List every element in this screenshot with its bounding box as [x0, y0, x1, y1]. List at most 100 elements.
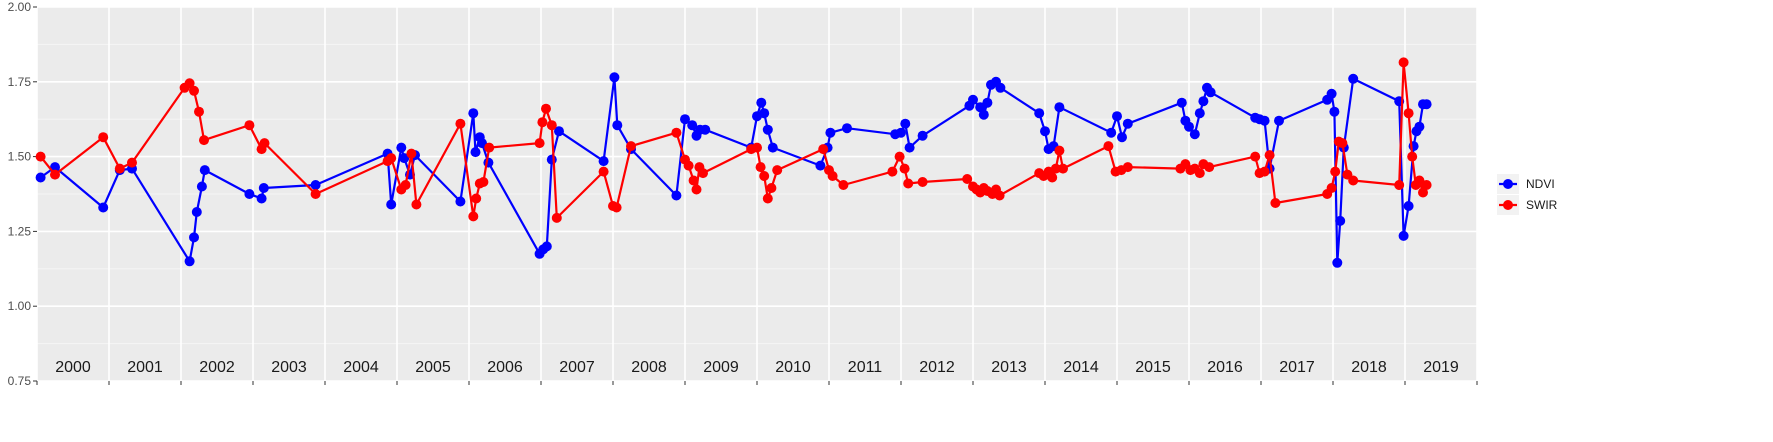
data-point-ndvi	[687, 120, 698, 131]
year-label: 2019	[1423, 359, 1459, 376]
data-point-ndvi	[541, 241, 552, 252]
year-label: 2013	[991, 359, 1027, 376]
data-point-swir	[626, 141, 636, 152]
data-point-ndvi	[1205, 87, 1216, 98]
data-point-ndvi	[196, 181, 207, 192]
data-point-ndvi	[50, 162, 60, 173]
year-label: 2018	[1351, 359, 1387, 376]
data-point-ndvi	[455, 196, 466, 207]
data-point-swir	[827, 171, 838, 181]
data-point-swir	[455, 118, 466, 129]
data-point-ndvi	[477, 138, 487, 149]
data-point-swir	[838, 180, 849, 190]
data-point-swir	[534, 138, 545, 149]
data-point-ndvi	[917, 130, 928, 141]
data-point-ndvi	[310, 180, 321, 190]
year-label: 2011	[848, 359, 883, 376]
data-point-swir	[1194, 168, 1205, 179]
y-tick-label: 1.25	[8, 224, 32, 238]
data-point-ndvi	[978, 109, 989, 120]
data-point-swir	[688, 175, 699, 186]
data-point-swir	[994, 190, 1005, 201]
data-point-ndvi	[1332, 257, 1343, 268]
data-point-ndvi	[256, 193, 267, 204]
y-tick-label: 2.00	[8, 0, 32, 14]
data-point-ndvi	[483, 157, 494, 168]
data-point-ndvi	[896, 127, 906, 138]
data-point-ndvi	[189, 232, 199, 243]
data-point-swir	[127, 157, 137, 168]
data-point-swir	[259, 138, 270, 149]
data-point-ndvi	[1117, 132, 1127, 143]
data-point-ndvi	[1398, 230, 1409, 241]
data-point-swir	[310, 189, 321, 199]
data-point-ndvi	[258, 183, 269, 193]
data-point-swir	[759, 171, 770, 181]
legend-item-swir: SWIR	[1497, 195, 1558, 215]
data-point-ndvi	[1176, 97, 1187, 108]
data-point-swir	[683, 160, 694, 171]
data-point-ndvi	[700, 124, 711, 135]
data-point-swir	[1418, 187, 1428, 198]
data-point-ndvi	[244, 189, 255, 199]
year-label: 2008	[631, 359, 667, 376]
year-label: 2002	[199, 359, 235, 376]
series-layer	[35, 57, 1432, 268]
legend: NDVI SWIR	[1497, 174, 1558, 215]
year-label: 2009	[703, 359, 739, 376]
data-point-ndvi	[1274, 115, 1284, 126]
data-point-swir	[818, 144, 829, 155]
data-point-ndvi	[900, 118, 911, 129]
data-point-ndvi	[1112, 111, 1122, 122]
year-labels: 2000 2001 2002 2003 2004 2005 2006 2007 2008 2009…	[55, 359, 1459, 376]
data-point-ndvi	[1054, 102, 1065, 113]
data-point-swir	[1270, 198, 1281, 208]
data-point-swir	[50, 169, 60, 180]
data-point-ndvi	[554, 126, 564, 137]
data-point-ndvi	[184, 256, 195, 267]
data-point-swir	[1326, 183, 1337, 193]
data-point-swir	[1337, 138, 1348, 149]
data-point-swir	[1407, 151, 1418, 162]
data-point-swir	[903, 178, 914, 189]
data-point-ndvi	[975, 102, 986, 113]
y-tick-label: 0.75	[8, 374, 32, 388]
data-point-swir	[1204, 162, 1215, 173]
data-point-ndvi	[470, 147, 481, 158]
data-point-ndvi	[1403, 201, 1414, 211]
data-point-ndvi	[1034, 108, 1045, 119]
data-point-swir	[1330, 166, 1341, 177]
data-point-swir	[1103, 141, 1114, 152]
data-point-ndvi	[1040, 126, 1050, 137]
data-point-swir	[1398, 57, 1409, 68]
data-point-swir	[917, 177, 928, 187]
data-point-ndvi	[1421, 99, 1432, 110]
data-point-ndvi	[396, 142, 407, 153]
data-point-swir	[766, 183, 777, 193]
data-point-swir	[184, 78, 195, 89]
data-point-ndvi	[199, 165, 210, 176]
legend-item-ndvi: NDVI	[1497, 174, 1555, 194]
data-point-ndvi	[759, 108, 770, 119]
year-label: 2010	[775, 359, 811, 376]
data-point-ndvi	[756, 97, 767, 108]
data-point-swir	[691, 184, 702, 195]
data-point-ndvi	[598, 156, 609, 167]
data-point-swir	[1414, 175, 1425, 186]
data-point-ndvi	[35, 172, 46, 183]
series-ndvi	[35, 72, 1432, 268]
data-point-ndvi	[995, 82, 1006, 93]
year-label: 2003	[271, 359, 307, 376]
data-point-ndvi	[671, 190, 682, 201]
year-label: 2005	[415, 359, 451, 376]
data-point-ndvi	[1335, 215, 1346, 226]
data-point-swir	[1403, 108, 1414, 119]
legend-label: NDVI	[1526, 177, 1555, 191]
data-point-swir	[386, 153, 397, 164]
data-point-swir	[1250, 151, 1261, 162]
data-point-swir	[1259, 166, 1270, 177]
data-point-swir	[611, 202, 622, 213]
y-tick-label: 1.75	[8, 75, 32, 89]
data-point-swir	[244, 120, 255, 131]
data-point-swir	[194, 106, 204, 117]
